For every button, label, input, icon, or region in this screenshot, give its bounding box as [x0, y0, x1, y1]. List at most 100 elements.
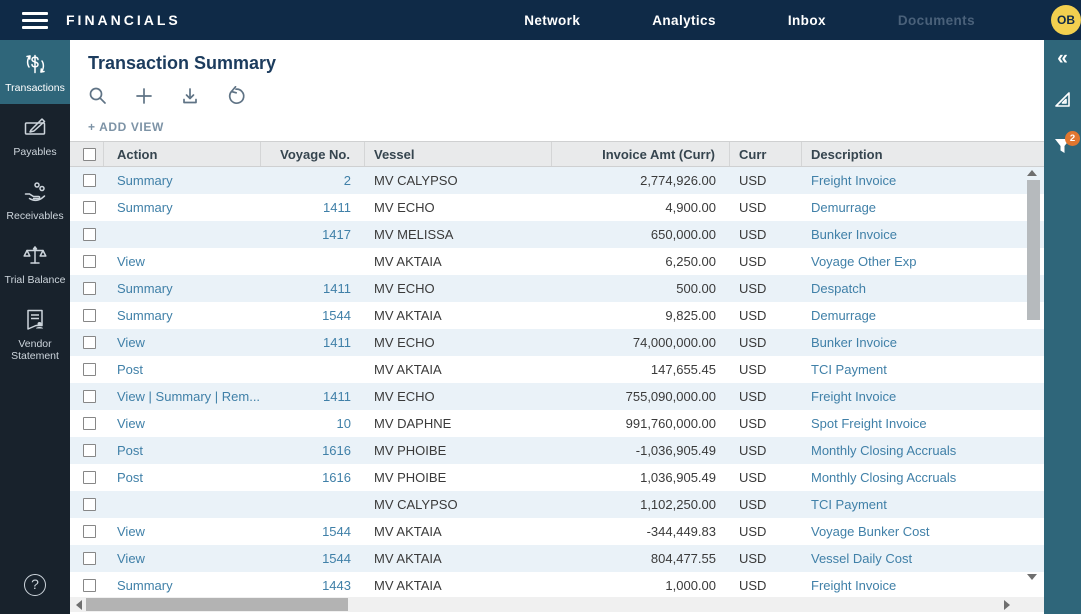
sidebar-label: Trial Balance [4, 274, 66, 286]
row-description: Despatch [811, 281, 866, 296]
filter-icon[interactable]: 2 [1053, 131, 1080, 160]
main-content: Transaction Summary + ADD VIEW [70, 40, 1044, 614]
user-avatar[interactable]: OB [1051, 5, 1081, 35]
row-vessel: MV CALYPSO [374, 497, 458, 512]
search-icon[interactable] [88, 86, 108, 106]
row-description: Bunker Invoice [811, 227, 897, 242]
row-description: Bunker Invoice [811, 335, 897, 350]
table-header: Action Voyage No. Vessel Invoice Amt (Cu… [70, 141, 1044, 167]
row-action-link[interactable]: View [117, 551, 145, 566]
undo-icon[interactable] [226, 86, 246, 106]
table-row: View MV AKTAIA 6,250.00 USD Voyage Other… [70, 248, 1044, 275]
table-row: View 1544 MV AKTAIA -344,449.83 USD Voya… [70, 518, 1044, 545]
nav-analytics[interactable]: Analytics [652, 12, 716, 28]
download-icon[interactable] [180, 86, 200, 106]
row-voyage-no: 1544 [322, 308, 351, 323]
row-currency: USD [739, 227, 767, 242]
row-currency: USD [739, 443, 767, 458]
row-checkbox[interactable] [83, 417, 96, 430]
column-header-invoice-amt[interactable]: Invoice Amt (Curr) [552, 142, 730, 166]
column-header-voyage[interactable]: Voyage No. [261, 142, 365, 166]
column-header-curr[interactable]: Curr [730, 142, 802, 166]
row-action-link[interactable]: View [117, 254, 145, 269]
row-action-link[interactable]: View [117, 524, 145, 539]
triangle-ruler-icon[interactable] [1053, 90, 1073, 115]
row-currency: USD [739, 551, 767, 566]
table-row: Summary 1411 MV ECHO 500.00 USD Despatch [70, 275, 1044, 302]
row-action-link[interactable]: Summary [117, 308, 173, 323]
hamburger-menu-icon[interactable] [22, 8, 48, 33]
nav-documents[interactable]: Documents [897, 12, 975, 28]
sidebar-item-vendor-statement[interactable]: Vendor Statement [0, 296, 70, 372]
help-icon[interactable]: ? [24, 574, 46, 596]
sidebar-label: Transactions [5, 82, 65, 94]
row-vessel: MV PHOIBE [374, 443, 447, 458]
sidebar-item-trial-balance[interactable]: Trial Balance [0, 232, 70, 296]
row-action-link[interactable]: View | Summary | Rem... [117, 389, 261, 404]
row-action-link[interactable]: Post [117, 362, 144, 377]
row-checkbox[interactable] [83, 309, 96, 322]
row-currency: USD [739, 389, 767, 404]
row-invoice-amount: 1,036,905.49 [640, 470, 716, 485]
nav-inbox[interactable]: Inbox [787, 12, 826, 28]
row-checkbox[interactable] [83, 552, 96, 565]
add-view-button[interactable]: + ADD VIEW [88, 120, 164, 134]
row-description: TCI Payment [811, 362, 887, 377]
row-action-link[interactable]: View [117, 335, 145, 350]
row-checkbox[interactable] [83, 255, 96, 268]
row-action-link[interactable]: Post [117, 443, 144, 458]
right-tool-rail: « 2 [1044, 40, 1081, 614]
select-all-checkbox[interactable] [83, 147, 96, 161]
row-checkbox[interactable] [83, 498, 96, 511]
row-invoice-amount: 4,900.00 [665, 200, 716, 215]
row-checkbox[interactable] [83, 336, 96, 349]
row-invoice-amount: -344,449.83 [646, 524, 716, 539]
row-voyage-no: 1544 [322, 524, 351, 539]
row-action-link[interactable]: Summary [117, 281, 173, 296]
row-checkbox[interactable] [83, 363, 96, 376]
row-action-link[interactable]: Summary [117, 173, 173, 188]
row-vessel: MV CALYPSO [374, 173, 458, 188]
horizontal-scroll-left-arrow[interactable] [76, 599, 82, 610]
row-checkbox[interactable] [83, 525, 96, 538]
row-checkbox[interactable] [83, 579, 96, 592]
row-currency: USD [739, 416, 767, 431]
row-action-link[interactable]: View [117, 416, 145, 431]
column-header-action[interactable]: Action [104, 142, 261, 166]
row-checkbox[interactable] [83, 444, 96, 457]
row-description: Voyage Other Exp [811, 254, 917, 269]
row-checkbox[interactable] [83, 228, 96, 241]
row-description: Freight Invoice [811, 173, 897, 188]
row-checkbox[interactable] [83, 201, 96, 214]
sidebar-help: ? [0, 560, 70, 614]
vertical-scrollbar-thumb[interactable] [1027, 180, 1040, 320]
row-checkbox[interactable] [83, 390, 96, 403]
nav-network[interactable]: Network [524, 12, 581, 28]
row-description: Freight Invoice [811, 389, 897, 404]
sidebar-item-payables[interactable]: Payables [0, 104, 70, 168]
row-action-link[interactable]: Summary [117, 578, 173, 593]
column-header-description[interactable]: Description [811, 146, 883, 162]
table-row: Summary 1544 MV AKTAIA 9,825.00 USD Demu… [70, 302, 1044, 329]
vertical-scroll-up-arrow[interactable] [1027, 170, 1037, 176]
document-person-icon [27, 309, 43, 330]
row-invoice-amount: -1,036,905.49 [635, 443, 716, 458]
row-checkbox[interactable] [83, 174, 96, 187]
horizontal-scrollbar-thumb[interactable] [86, 598, 348, 611]
add-icon[interactable] [134, 86, 154, 106]
row-checkbox[interactable] [83, 282, 96, 295]
horizontal-scroll-right-arrow[interactable] [1004, 599, 1010, 610]
vertical-scroll-down-arrow[interactable] [1027, 574, 1037, 580]
row-voyage-no: 1411 [323, 335, 351, 350]
row-currency: USD [739, 524, 767, 539]
sidebar-item-receivables[interactable]: Receivables [0, 168, 70, 232]
dollar-transactions-icon [26, 54, 45, 74]
collapse-panel-icon[interactable]: « [1057, 48, 1068, 69]
sidebar-item-transactions[interactable]: Transactions [0, 40, 70, 104]
row-action-link[interactable]: Summary [117, 200, 173, 215]
column-header-vessel[interactable]: Vessel [365, 142, 552, 166]
horizontal-scrollbar[interactable] [70, 597, 1044, 612]
row-vessel: MV AKTAIA [374, 524, 442, 539]
row-action-link[interactable]: Post [117, 470, 144, 485]
row-checkbox[interactable] [83, 471, 96, 484]
